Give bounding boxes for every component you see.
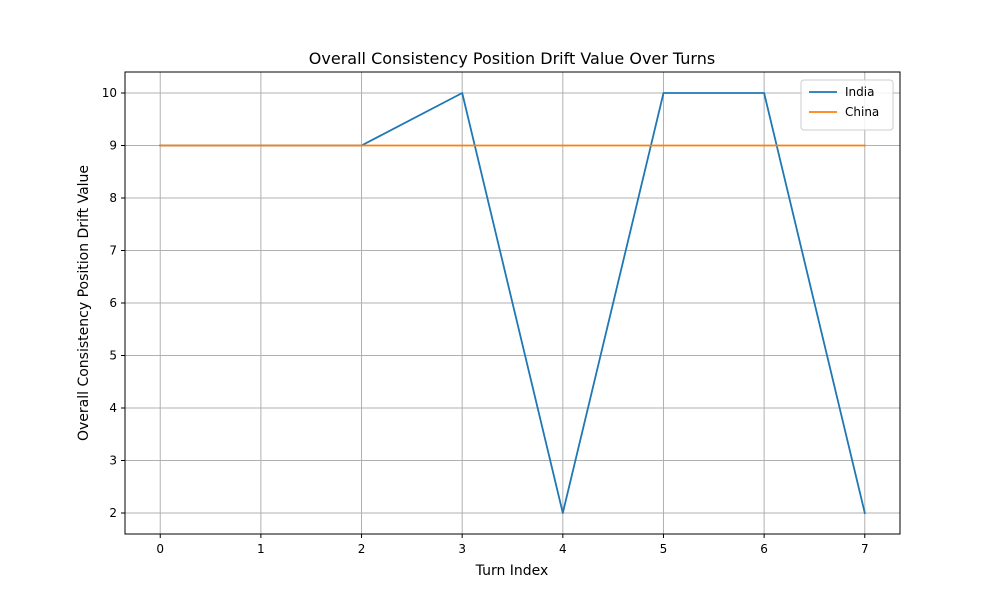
legend: India China [800, 79, 894, 131]
y-axis-label: Overall Consistency Position Drift Value [76, 165, 92, 441]
x-tick-label: 3 [458, 542, 466, 556]
y-tick-label: 9 [109, 139, 117, 153]
y-tick-label: 8 [109, 191, 117, 205]
x-tick-label: 1 [257, 542, 265, 556]
x-tick-label: 7 [861, 542, 869, 556]
x-tick-label: 5 [660, 542, 668, 556]
grid [125, 72, 900, 534]
y-tick-label: 2 [109, 506, 117, 520]
legend-label-china: China [845, 105, 879, 119]
x-axis-label: Turn Index [475, 563, 549, 579]
x-tick-label: 6 [760, 542, 768, 556]
y-tick-label: 4 [109, 401, 117, 415]
x-tick-label: 2 [358, 542, 366, 556]
y-axis-ticks: 2 3 4 5 6 7 8 9 10 [102, 86, 125, 520]
x-tick-label: 4 [559, 542, 567, 556]
y-tick-label: 3 [109, 454, 117, 468]
y-tick-label: 10 [102, 86, 117, 100]
chart-title: Overall Consistency Position Drift Value… [309, 49, 715, 68]
y-tick-label: 6 [109, 296, 117, 310]
legend-label-india: India [845, 85, 874, 99]
series-lines [159, 92, 866, 515]
x-tick-label: 0 [156, 542, 164, 556]
y-tick-label: 7 [109, 244, 117, 258]
y-tick-label: 5 [109, 349, 117, 363]
x-axis-ticks: 0 1 2 3 4 5 6 7 [156, 534, 869, 556]
